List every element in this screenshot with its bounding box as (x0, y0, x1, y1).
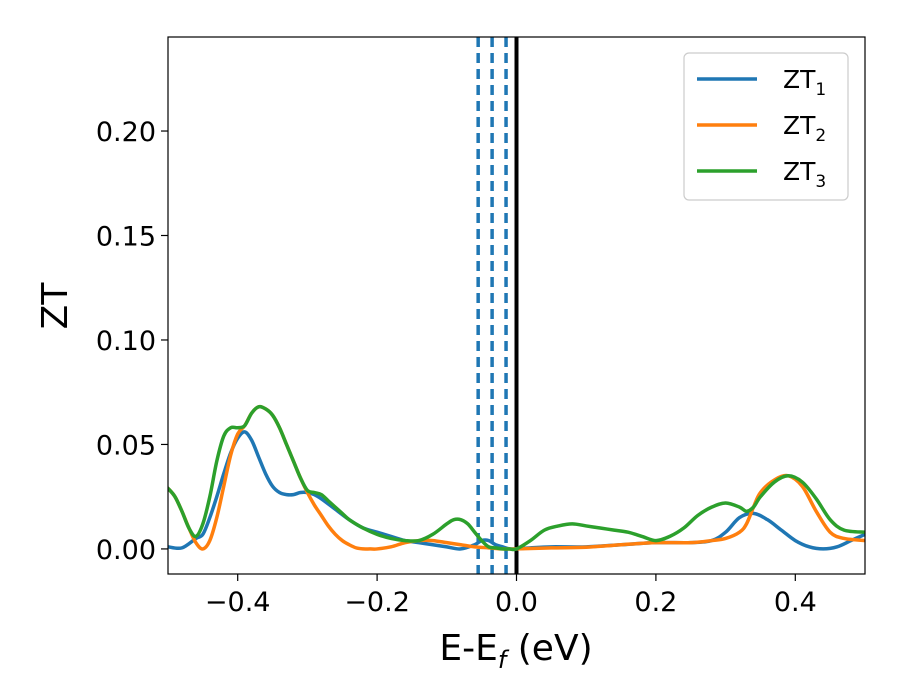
y-tick-label: 0.15 (96, 222, 156, 253)
x-tick-label: 0.4 (774, 587, 817, 618)
y-axis-title: ZT (35, 282, 76, 330)
legend-label-zt3: ZT3 (783, 157, 826, 192)
legend-label-zt1: ZT1 (783, 65, 826, 100)
x-axis-label-unit (506, 628, 517, 669)
x-tick-label: 0.2 (634, 587, 677, 618)
x-axis-label: E-E (439, 628, 497, 669)
x-tick-label: 0.0 (495, 587, 538, 618)
y-tick-label: 0.05 (96, 430, 156, 461)
x-axis-title: E-Ef (eV) (439, 628, 592, 674)
x-tick-label: −0.4 (205, 587, 271, 618)
y-axis: 0.00 0.05 0.10 0.15 0.20 (96, 117, 168, 566)
x-axis-unit: (eV) (518, 628, 593, 669)
reference-lines (476, 37, 519, 574)
series-lines (168, 404, 865, 552)
x-tick-label: −0.2 (344, 587, 410, 618)
y-tick-label: 0.20 (96, 117, 156, 148)
legend-box (683, 52, 849, 201)
series-line-zt2 (168, 404, 865, 551)
series-line-zt1 (168, 430, 865, 551)
y-tick-label: 0.00 (96, 535, 156, 566)
legend: ZT1 ZT2 ZT3 (683, 52, 849, 201)
x-axis: −0.4 −0.2 0.0 0.2 0.4 (205, 574, 817, 618)
legend-label-zt2: ZT2 (783, 111, 826, 146)
y-tick-label: 0.10 (96, 326, 156, 357)
series-line-zt3 (168, 404, 865, 552)
